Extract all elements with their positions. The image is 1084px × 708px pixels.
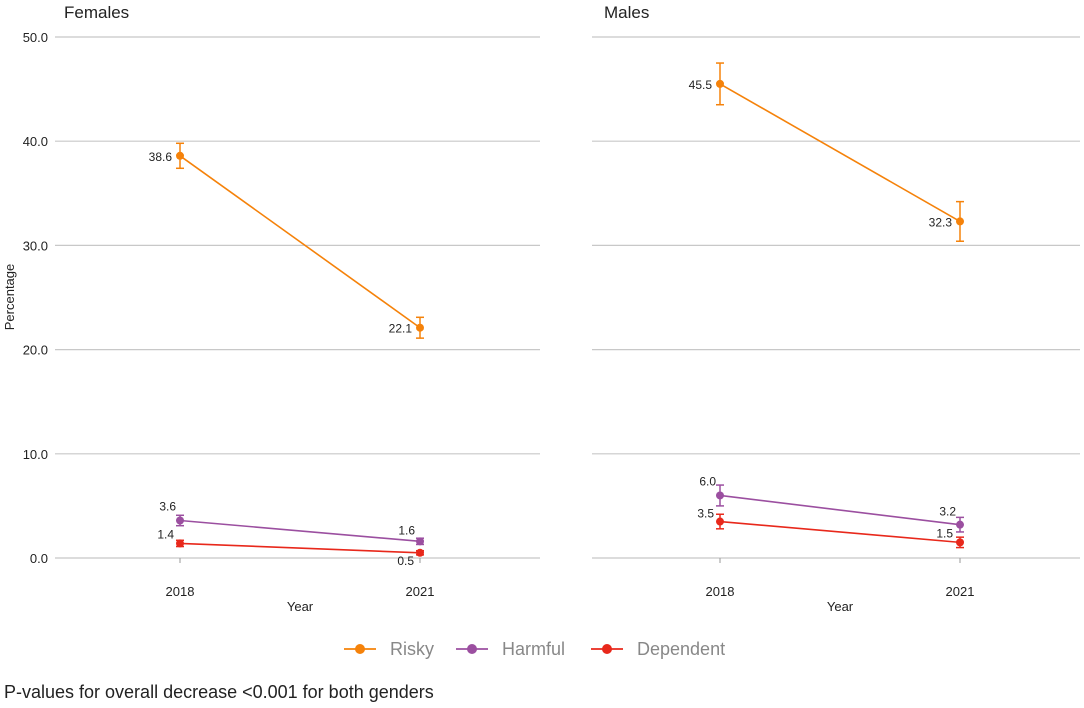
y-tick-label: 10.0 bbox=[23, 447, 48, 462]
x-tick-label: 2021 bbox=[946, 584, 975, 599]
x-axis-label: Year bbox=[827, 599, 854, 614]
legend-label-risky: Risky bbox=[390, 639, 434, 659]
data-point-harmful bbox=[716, 491, 724, 500]
y-tick-label: 0.0 bbox=[30, 551, 48, 566]
data-point-harmful bbox=[956, 520, 964, 529]
legend-swatch-marker bbox=[602, 644, 612, 654]
data-point-risky bbox=[176, 151, 184, 160]
data-label: 45.5 bbox=[689, 78, 713, 92]
series-line-dependent bbox=[179, 542, 421, 554]
data-point-risky bbox=[716, 79, 724, 88]
y-tick-label: 20.0 bbox=[23, 343, 48, 358]
x-tick-label: 2018 bbox=[166, 584, 195, 599]
data-point-dependent bbox=[176, 539, 184, 548]
data-label: 32.3 bbox=[929, 215, 953, 229]
y-tick-label: 50.0 bbox=[23, 30, 48, 45]
legend-label-harmful: Harmful bbox=[502, 639, 565, 659]
data-label: 1.4 bbox=[157, 527, 174, 541]
data-point-dependent bbox=[416, 548, 424, 557]
panel-title: Males bbox=[604, 3, 649, 22]
series-line-harmful bbox=[179, 519, 421, 543]
x-tick-label: 2018 bbox=[706, 584, 735, 599]
data-point-harmful bbox=[416, 537, 424, 546]
y-axis-label: Percentage bbox=[2, 264, 17, 331]
y-tick-label: 30.0 bbox=[23, 238, 48, 253]
footnote: P-values for overall decrease <0.001 for… bbox=[4, 682, 434, 702]
series-line-risky bbox=[179, 155, 421, 329]
legend-label-dependent: Dependent bbox=[637, 639, 725, 659]
data-label: 0.5 bbox=[397, 554, 414, 568]
data-point-dependent bbox=[716, 517, 724, 526]
series-line-dependent bbox=[719, 520, 961, 544]
data-label: 1.6 bbox=[398, 523, 415, 537]
data-point-dependent bbox=[956, 538, 964, 547]
legend-swatch-marker bbox=[467, 644, 477, 654]
legend-swatch-marker bbox=[355, 644, 365, 654]
y-tick-label: 40.0 bbox=[23, 134, 48, 149]
panel-title: Females bbox=[64, 3, 129, 22]
data-label: 3.5 bbox=[697, 507, 714, 521]
data-label: 6.0 bbox=[699, 474, 716, 488]
data-point-risky bbox=[956, 217, 964, 226]
data-label: 3.6 bbox=[159, 499, 176, 513]
series-line-risky bbox=[719, 83, 961, 223]
x-axis-label: Year bbox=[287, 599, 314, 614]
data-point-harmful bbox=[176, 516, 184, 525]
data-label: 38.6 bbox=[149, 150, 173, 164]
x-tick-label: 2021 bbox=[406, 584, 435, 599]
data-point-risky bbox=[416, 323, 424, 332]
data-label: 1.5 bbox=[936, 526, 953, 540]
data-label: 3.2 bbox=[939, 505, 956, 519]
series-line-harmful bbox=[719, 494, 961, 526]
data-label: 22.1 bbox=[389, 322, 413, 336]
